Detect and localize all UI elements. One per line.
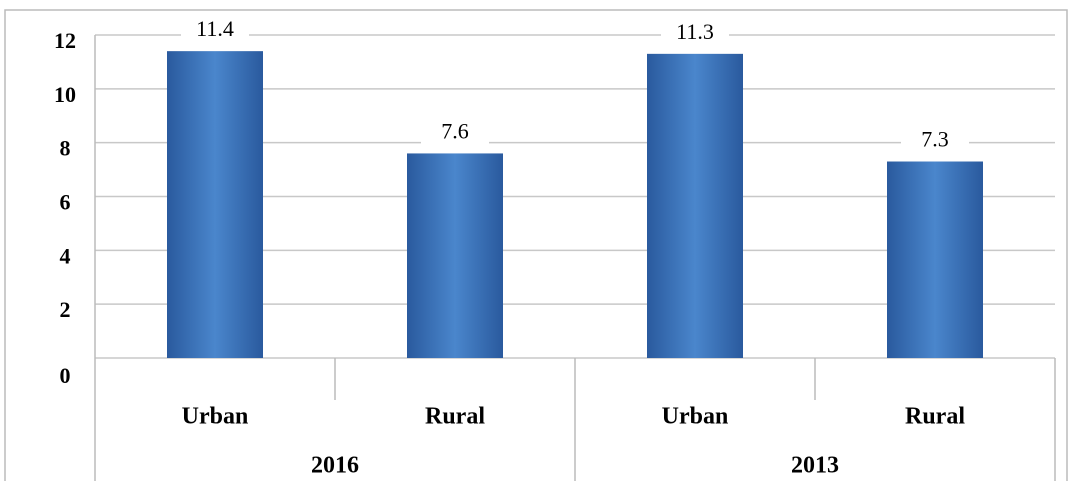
value-label: 11.4 [196,16,234,41]
y-tick-label: 6 [60,190,71,215]
value-label-bg [901,123,969,156]
value-label: 7.3 [921,127,949,152]
group-label: 2016 [311,453,359,479]
value-label-bg [181,13,249,46]
bar [647,53,743,358]
value-label: 11.3 [676,19,714,44]
x-tick-label: Rural [425,404,485,430]
y-tick-label: 8 [60,136,71,161]
bar [407,153,503,358]
y-tick-label: 12 [54,28,76,53]
y-tick-label: 4 [60,243,71,268]
y-tick-label: 0 [60,363,71,388]
bar [167,51,263,359]
value-label-bg [661,15,729,48]
value-label: 7.6 [441,118,469,143]
x-tick-label: Urban [182,404,249,430]
y-tick-label: 10 [54,82,76,107]
x-tick-label: Rural [905,404,965,430]
x-tick-label: Urban [662,404,729,430]
y-tick-label: 2 [60,297,71,322]
bar [887,161,983,358]
chart-border [4,9,1068,481]
group-label: 2013 [791,453,839,479]
value-label-bg [421,115,489,148]
